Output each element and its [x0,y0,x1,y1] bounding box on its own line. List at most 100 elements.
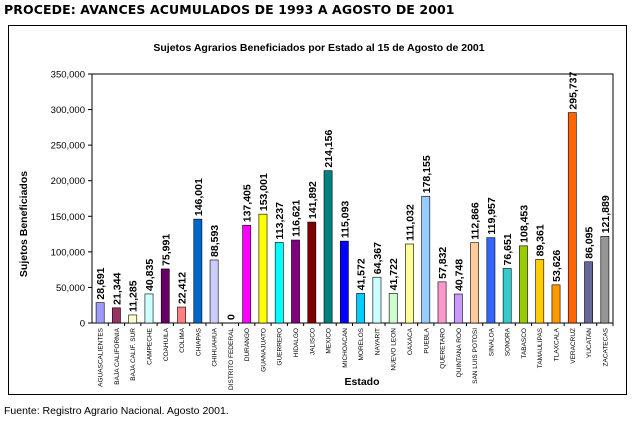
bar [502,268,512,324]
x-tick-label: GUANAJUATO [260,328,267,372]
x-tick-label: CHIAPAS [195,327,202,356]
bar [112,307,121,324]
y-tick-label: 150,000 [51,212,85,223]
bar [160,268,170,324]
data-label: 214,156 [323,130,335,168]
y-tick-label: 0 [80,319,85,330]
x-tick-label: JALISCO [309,328,316,355]
bar [177,306,186,324]
data-label: 57,832 [437,247,449,279]
bar [470,242,479,324]
x-tick-label: TABASCO [521,328,528,359]
data-label: 40,835 [144,259,156,291]
x-tick-label: QUINTANA ROO [456,328,463,377]
x-tick-label: AGUASCALIENTES [98,327,105,387]
data-label: 28,691 [95,267,107,299]
data-label: 41,572 [356,258,368,290]
bar [95,302,105,324]
x-tick-label: TAMAULIPAS [537,327,544,368]
bar [258,213,268,324]
x-tick-label: CAMPECHE [146,327,153,365]
bar [584,261,593,324]
bar [209,259,219,324]
bar [567,112,577,324]
x-tick-label: NUEVO LEON [391,328,398,371]
data-label: 112,866 [470,202,482,240]
data-label: 40,748 [453,259,465,291]
x-tick-label: HIDALGO [293,328,300,357]
data-label: 146,001 [193,178,205,216]
bar [291,239,300,324]
bar [421,195,431,324]
bar [242,224,252,324]
x-axis-label: Estado [344,376,379,388]
x-tick-label: NAYARIT [374,328,381,355]
bar [128,314,138,324]
x-tick-label: TLAXCALA [554,327,561,361]
x-tick-label: DISTRITO FEDERAL [228,328,235,390]
plot-area: 0 50,000 100,000 150,000 200,000 250,000 300,0… [51,70,614,390]
data-label: 11,285 [128,280,140,312]
x-tick-label: OAXACA [407,327,414,355]
bar [193,218,203,324]
x-tick-label: COAHUILA [163,327,170,361]
data-label: 108,453 [518,205,530,243]
y-tick-label: 350,000 [51,70,85,81]
source-note: Fuente: Registro Agrario Nacional. Agost… [4,405,229,417]
data-label: 178,155 [421,155,433,193]
x-tick-label: MICHOACAN [342,328,349,368]
data-label: 119,957 [486,197,498,235]
bar [600,235,610,324]
data-label: 116,621 [291,199,303,237]
bar [356,293,366,324]
bar [519,245,528,324]
x-tick-label: SINALOA [488,327,495,356]
x-tick-label: PUEBLA [423,327,430,353]
data-label: 153,001 [258,173,270,211]
bar [437,281,447,324]
x-tick-label: MORELOS [358,327,365,360]
bar [274,242,284,324]
bar [144,293,154,324]
bar [405,243,414,324]
bar [372,276,382,324]
x-tick-label: COLIMA [179,327,186,353]
x-tick-label: MEXICO [326,328,333,354]
bar [388,293,398,324]
data-label: 53,626 [551,250,563,282]
data-label: 88,593 [209,225,221,257]
bar [453,293,463,324]
x-tick-label: SAN LUIS POTOSI [472,328,479,384]
x-tick-label: QUERETARO [440,328,447,369]
data-label: 295,737 [567,71,579,109]
x-tick-label: SONORA [505,327,512,356]
bar [535,259,545,324]
data-label: 115,093 [339,201,351,239]
data-label: 137,405 [242,184,254,222]
data-label: 76,651 [502,233,514,265]
x-tick-label: YUCATAN [586,328,593,358]
y-tick-label: 100,000 [51,247,85,258]
data-label: 141,892 [307,181,319,219]
page-title: PROCEDE: AVANCES ACUMULADOS DE 1993 A AG… [4,2,455,17]
y-tick-label: 50,000 [56,283,85,294]
x-tick-label: GUERRERO [277,328,284,366]
plot-border [91,73,614,324]
y-axis-label: Sujetos Beneficiados [18,171,30,277]
bar [307,221,317,324]
bar [323,170,333,324]
x-tick-label: CHIHUAHUA [212,327,219,366]
bar [551,284,561,324]
data-label: 0 [225,314,237,320]
data-label: 22,412 [177,272,189,304]
y-tick-label: 200,000 [51,176,85,187]
data-label: 41,722 [388,258,400,290]
y-tick-label: 300,000 [51,105,85,116]
data-label: 89,361 [535,224,547,256]
y-tick-label: 250,000 [51,141,85,152]
bar-chart: Sujetos Agrarios Beneficiados por Estado… [18,42,614,390]
x-tick-label: BAJA CALIFORNIA [114,327,121,384]
data-label: 111,032 [404,204,416,241]
data-label: 75,991 [160,234,172,266]
x-tick-label: ZACATECAS [602,327,609,366]
